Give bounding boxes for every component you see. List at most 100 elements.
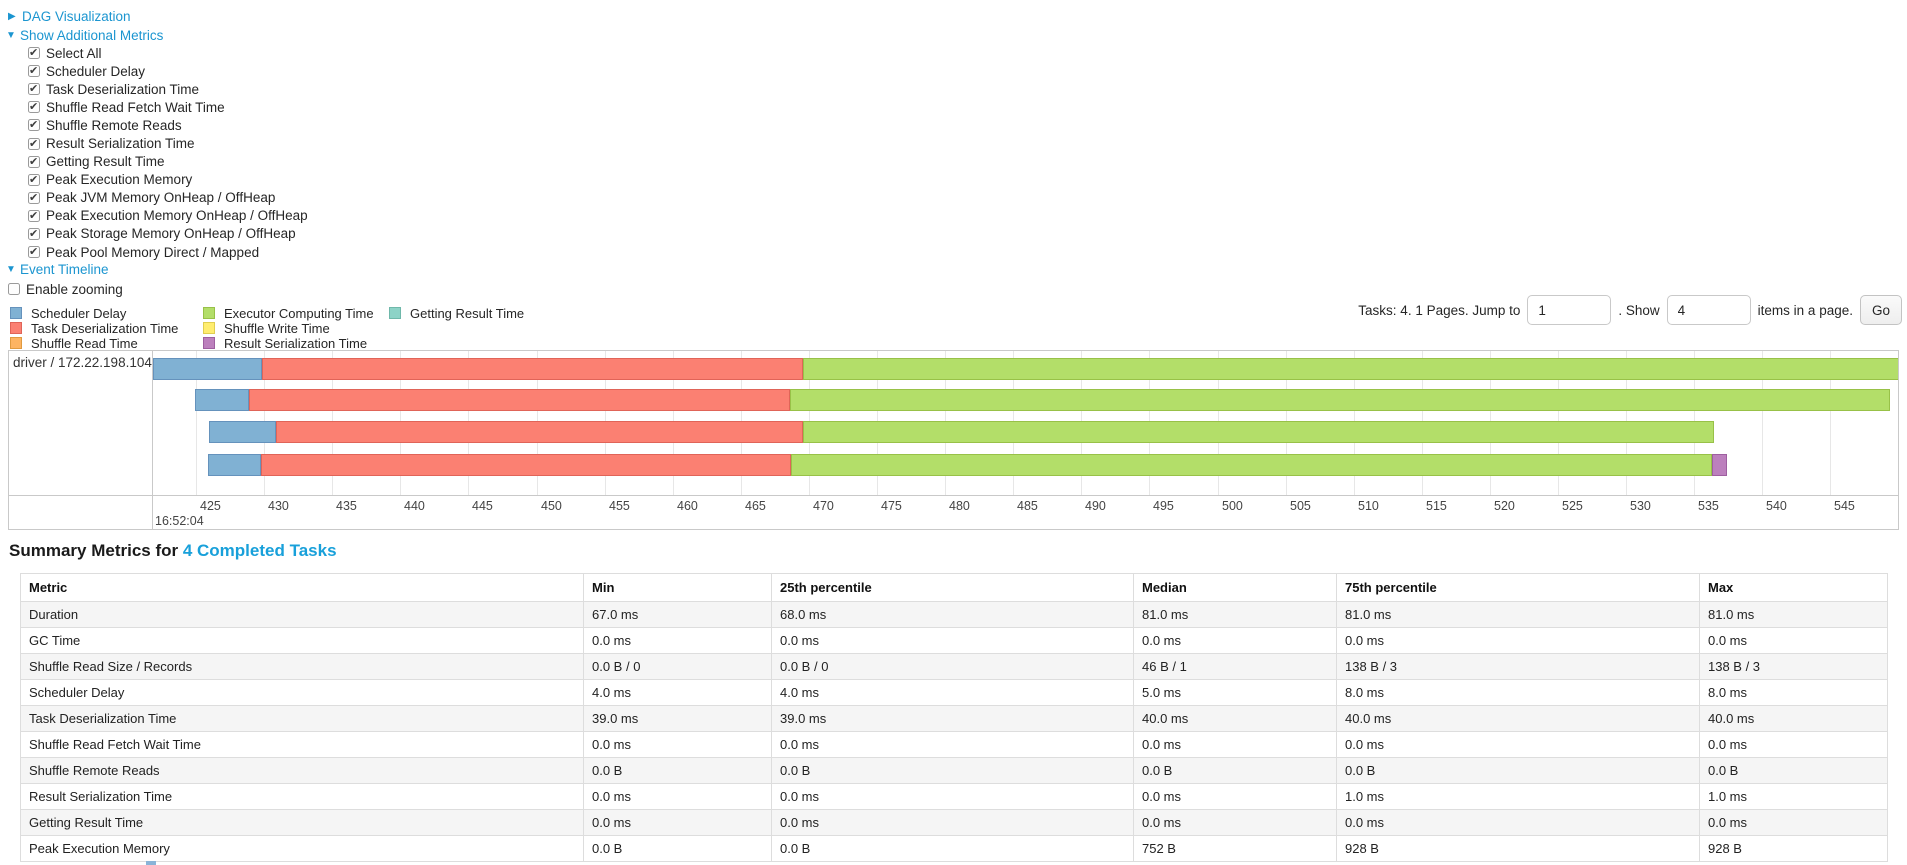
metric-checkbox-row[interactable]: Select All xyxy=(28,44,308,62)
checkbox-checked-icon[interactable] xyxy=(28,100,40,114)
table-row: Shuffle Read Size / Records 0.0 B / 0 0.0 … xyxy=(20,653,1888,680)
task-segment-scheduler-delay xyxy=(153,358,262,380)
metric-checkbox-row[interactable]: Getting Result Time xyxy=(28,153,308,171)
metric-value-cell: 1.0 ms xyxy=(1699,783,1888,810)
enable-zooming-checkbox-row[interactable]: Enable zooming xyxy=(8,280,123,298)
metric-checkbox-row[interactable]: Scheduler Delay xyxy=(28,62,308,80)
show-additional-metrics-label: Show Additional Metrics xyxy=(20,28,164,43)
legend-item-label: Executor Computing Time xyxy=(224,305,374,321)
checkbox-checked-icon[interactable] xyxy=(28,173,40,186)
metric-value-cell: 0.0 ms xyxy=(583,809,772,836)
legend-item: Scheduler Delay xyxy=(10,306,178,321)
axis-tick-label: 515 xyxy=(1426,499,1447,513)
legend-item-label: Scheduler Delay xyxy=(31,305,127,321)
items-per-page-label: items in a page. xyxy=(1757,302,1853,318)
checkbox-checked-icon[interactable] xyxy=(28,118,40,132)
show-additional-metrics-toggle[interactable]: ▼ Show Additional Metrics xyxy=(6,27,163,44)
task-segment-executor-computing xyxy=(803,358,1898,380)
metric-checkbox-label: Scheduler Delay xyxy=(46,63,146,79)
metric-checkbox-row[interactable]: Peak Storage Memory OnHeap / OffHeap xyxy=(28,225,308,243)
metric-name-cell: Duration xyxy=(20,601,584,628)
axis-tick-label: 520 xyxy=(1494,499,1515,513)
metric-checkbox-row[interactable]: Result Serialization Time xyxy=(28,134,308,152)
metric-value-cell: 0.0 ms xyxy=(1336,809,1700,836)
checkbox-checked-icon[interactable] xyxy=(28,209,40,222)
metric-value-cell: 40.0 ms xyxy=(1336,705,1700,732)
metric-value-cell: 67.0 ms xyxy=(583,601,772,628)
metric-checkbox-row[interactable]: Peak Execution Memory xyxy=(28,171,308,189)
axis-tick-label: 535 xyxy=(1698,499,1719,513)
metric-checkbox-label: Result Serialization Time xyxy=(46,136,195,152)
metric-checkbox-label: Peak JVM Memory OnHeap / OffHeap xyxy=(46,190,276,206)
scheduler-delay-swatch-icon xyxy=(10,307,22,320)
jump-to-page-input[interactable] xyxy=(1527,295,1612,325)
checkbox-checked-icon[interactable] xyxy=(28,227,40,240)
metric-checkbox-row[interactable]: Shuffle Remote Reads xyxy=(28,116,308,134)
task-segment-executor-computing xyxy=(791,454,1712,476)
checkbox-checked-icon[interactable] xyxy=(28,245,40,259)
metric-checkbox-row[interactable]: Shuffle Read Fetch Wait Time xyxy=(28,98,308,116)
summary-heading-prefix: Summary Metrics for xyxy=(9,541,183,560)
metric-value-cell: 39.0 ms xyxy=(583,705,772,732)
axis-tick-label: 440 xyxy=(404,499,425,513)
column-header: 25th percentile xyxy=(771,573,1134,602)
table-row: Result Serialization Time 0.0 ms 0.0 ms 0.0… xyxy=(20,783,1888,810)
checkbox-checked-icon[interactable] xyxy=(28,46,40,60)
legend-item-label: Result Serialization Time xyxy=(224,335,368,351)
column-header: 75th percentile xyxy=(1336,573,1700,602)
axis-tick-label: 495 xyxy=(1153,499,1174,513)
metric-checkbox-row[interactable]: Peak Execution Memory OnHeap / OffHeap xyxy=(28,207,308,225)
axis-tick-label: 425 xyxy=(200,499,221,513)
metric-value-cell: 8.0 ms xyxy=(1699,679,1888,706)
checkbox-checked-icon[interactable] xyxy=(28,82,40,96)
metric-value-cell: 46 B / 1 xyxy=(1133,653,1337,680)
checkbox-checked-icon[interactable] xyxy=(28,155,40,168)
metric-name-cell: Shuffle Remote Reads xyxy=(20,757,584,784)
event-timeline-toggle[interactable]: ▼ Event Timeline xyxy=(6,261,109,278)
metric-value-cell: 0.0 ms xyxy=(771,783,1134,810)
task-deserialization-swatch-icon xyxy=(10,322,22,335)
metric-checkbox-label: Peak Storage Memory OnHeap / OffHeap xyxy=(46,226,296,242)
checkbox-checked-icon[interactable] xyxy=(28,137,40,150)
legend-item: Getting Result Time xyxy=(389,306,524,321)
task-segment-scheduler-delay xyxy=(195,389,249,411)
items-per-page-input[interactable] xyxy=(1666,295,1751,325)
metric-value-cell: 0.0 ms xyxy=(771,627,1134,654)
metric-name-cell: Scheduler Delay xyxy=(20,679,584,706)
metric-value-cell: 928 B xyxy=(1336,835,1700,862)
go-button[interactable]: Go xyxy=(1859,295,1902,325)
cut-off-content xyxy=(146,861,156,865)
table-row: Shuffle Remote Reads 0.0 B 0.0 B 0.0 B 0.0 B… xyxy=(20,757,1888,784)
metric-value-cell: 40.0 ms xyxy=(1699,705,1888,732)
metric-value-cell: 5.0 ms xyxy=(1133,679,1337,706)
checkbox-checked-icon[interactable] xyxy=(28,64,40,78)
axis-tick-label: 460 xyxy=(677,499,698,513)
metric-checkbox-label: Task Deserialization Time xyxy=(46,81,200,97)
enable-zooming-checkbox[interactable] xyxy=(8,283,20,296)
expanded-arrow-icon: ▼ xyxy=(6,264,16,275)
axis-tick-label: 510 xyxy=(1358,499,1379,513)
column-header: Max xyxy=(1699,573,1888,602)
checkbox-checked-icon[interactable] xyxy=(28,191,40,204)
completed-tasks-link[interactable]: 4 Completed Tasks xyxy=(182,541,337,560)
metric-value-cell: 0.0 B xyxy=(1133,757,1337,784)
metric-checkbox-row[interactable]: Peak JVM Memory OnHeap / OffHeap xyxy=(28,189,308,207)
table-row: Getting Result Time 0.0 ms 0.0 ms 0.0 ms 0.0… xyxy=(20,809,1888,836)
metric-name-cell: Getting Result Time xyxy=(20,809,584,836)
metric-value-cell: 0.0 B xyxy=(583,757,772,784)
task-segment-task-deserialization xyxy=(249,389,790,411)
metric-name-cell: Shuffle Read Size / Records xyxy=(20,653,584,680)
metric-checkbox-label: Peak Execution Memory OnHeap / OffHeap xyxy=(46,208,308,224)
metric-checkbox-label: Getting Result Time xyxy=(46,154,165,170)
dag-visualization-toggle[interactable]: ▶ DAG Visualization xyxy=(8,8,131,25)
metric-checkbox-row[interactable]: Task Deserialization Time xyxy=(28,80,308,98)
axis-tick-label: 485 xyxy=(1017,499,1038,513)
metric-checkbox-row[interactable]: Peak Pool Memory Direct / Mapped xyxy=(28,243,308,261)
summary-table-header: Metric Min 25th percentile Median 75th perce… xyxy=(20,573,1888,602)
metric-value-cell: 0.0 ms xyxy=(1699,627,1888,654)
axis-tick-label: 500 xyxy=(1222,499,1243,513)
metric-value-cell: 81.0 ms xyxy=(1336,601,1700,628)
axis-tick-label: 455 xyxy=(609,499,630,513)
shuffle-read-swatch-icon xyxy=(10,336,22,349)
gridline xyxy=(1762,351,1763,495)
